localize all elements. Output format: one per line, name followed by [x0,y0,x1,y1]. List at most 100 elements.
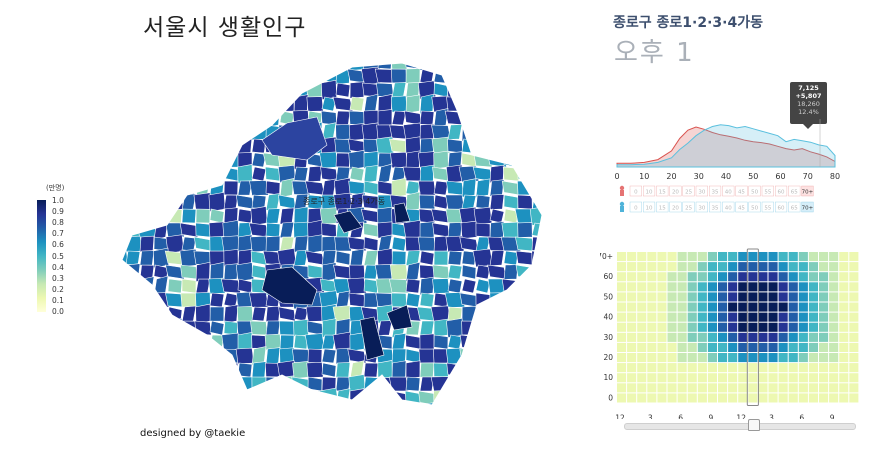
map-district [152,306,170,322]
map-district-highlight [359,316,385,361]
heatmap-cell [677,342,687,352]
heatmap-cell [819,282,829,292]
map-district [124,278,142,294]
heatmap-cell [748,252,758,262]
map-district [461,362,477,378]
heatmap-cell [657,282,667,292]
heatmap-cell [617,363,627,373]
heatmap-cell [657,383,667,393]
heatmap-cell [627,322,637,332]
map-district [209,63,225,70]
map-district [321,63,337,71]
heatmap-cell [687,262,697,272]
legend-tick: 0.0 [52,307,64,316]
heatmap-cell [627,332,637,342]
hour-age-heatmap[interactable]: 70+ 60 50 40 30 20 10 0 12 3 6 9 12 3 6 9 [600,244,865,419]
map-district [433,334,449,350]
map-district [347,236,367,252]
heatmap-cell [748,332,758,342]
heatmap-cell [778,272,788,282]
map-district [193,236,213,252]
heatmap-cell [657,373,667,383]
heatmap-cell [758,353,768,363]
map-district [447,250,463,266]
map-district [181,374,197,394]
map-district [221,332,241,352]
map-district [223,138,239,154]
map-district [152,135,170,157]
map-district [461,194,477,210]
age-cell [748,185,761,197]
map-district [125,63,141,70]
heatmap-cell [788,312,798,322]
heatmap-cell [839,312,849,322]
heatmap-cell [819,363,829,373]
x-tick-label: 3 [769,414,774,420]
map-district [390,68,408,84]
seoul-choropleth-map[interactable] [112,55,552,415]
heatmap-cell [617,272,627,282]
map-district [472,390,494,405]
map-district [195,81,211,99]
heatmap-cell [677,282,687,292]
map-district [153,180,169,196]
heatmap-cell [627,373,637,383]
heatmap-cell [788,393,798,403]
region-title: 종로구 종로1·2·3·4가동 [613,15,763,31]
map-district [125,135,141,157]
map-district [335,250,351,266]
heatmap-cell [798,292,808,302]
heatmap-cell [829,302,839,312]
female-icon [619,185,625,196]
map-district [475,123,491,141]
time-slider-handle[interactable] [748,419,761,431]
heatmap-cell [788,363,798,373]
heatmap-cell [798,373,808,383]
map-district [419,138,435,154]
heatmap-cell [788,383,798,393]
heatmap-cell [839,373,849,383]
map-district [167,108,183,128]
map-district [475,68,491,84]
heatmap-cell [768,312,778,322]
map-district [307,264,323,280]
map-district [335,63,351,70]
map-district [433,68,449,84]
map-district [165,376,185,392]
map-district [167,359,183,381]
heatmap-cell [728,302,738,312]
heatmap-cell [798,342,808,352]
heatmap-cell [748,272,758,282]
legend-tick: 0.8 [52,218,64,228]
age-distribution-chart[interactable]: 0 10 20 30 40 50 60 70 80 0 10 15 20 25 30 35 40 45 50 55 60… [612,115,847,225]
heatmap-cell [819,252,829,262]
map-district [122,290,127,310]
age-cell-label: 40 [725,190,732,196]
tooltip-arrow [803,124,813,129]
heatmap-cell [677,322,687,332]
x-tick-label: 9 [830,414,835,420]
map-district [446,96,464,112]
map-district [195,152,211,168]
heatmap-cell [758,282,768,292]
map-district [461,250,477,266]
time-slider-track[interactable] [624,423,856,430]
map-district [489,332,505,352]
heatmap-cell [707,262,717,272]
map-district [122,166,127,182]
map-district [531,124,542,140]
map-district [179,222,199,238]
map-district [503,264,519,280]
heatmap-cell [778,292,788,302]
heatmap-cell [707,252,717,262]
heatmap-cell [839,393,849,403]
selected-hour-column [746,248,759,406]
map-district [306,320,324,336]
map-district [363,362,379,378]
map-district [137,152,157,168]
map-district [390,95,408,113]
map-district [433,250,449,266]
map-district [206,110,228,126]
map-district [139,362,155,378]
map-district [122,235,127,253]
